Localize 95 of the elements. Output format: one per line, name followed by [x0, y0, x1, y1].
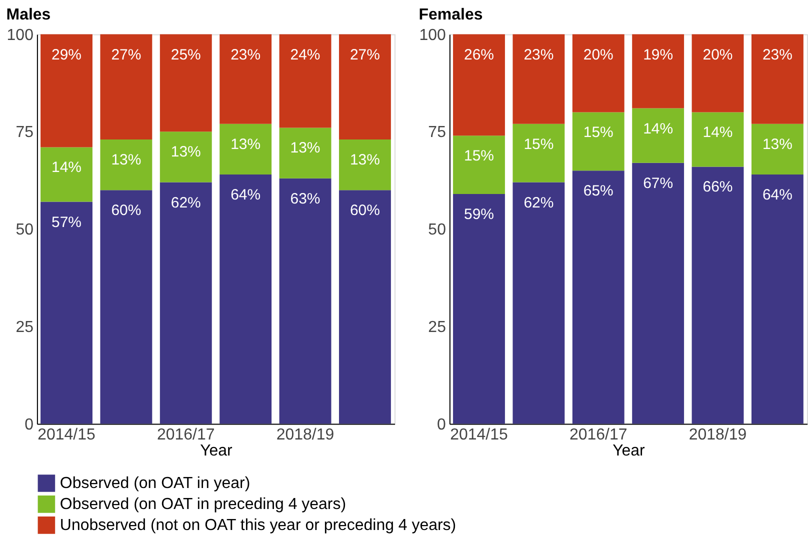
data-label: 63% [290, 190, 320, 208]
bar [220, 124, 272, 175]
y-tick-label: 100 [6, 26, 34, 44]
bar [100, 190, 152, 424]
data-label: 13% [350, 151, 380, 168]
bar [512, 34, 565, 124]
data-label: 62% [524, 194, 554, 212]
bar [632, 108, 684, 163]
data-label: 59% [464, 206, 494, 223]
data-label: 27% [350, 46, 380, 64]
bar [751, 34, 804, 124]
bar [220, 174, 272, 424]
bar [453, 34, 505, 136]
bar [632, 162, 684, 424]
bar [338, 34, 391, 140]
x-tick-label: 2014/15 [450, 426, 508, 444]
data-label: 20% [583, 46, 614, 64]
y-tick-label: 25 [428, 318, 446, 336]
data-label: 14% [702, 124, 733, 142]
x-tick-label: 2014/15 [38, 426, 96, 444]
y-tick-label: 25 [16, 318, 34, 336]
data-label: 26% [464, 46, 494, 64]
bar [100, 34, 152, 140]
bar [692, 34, 744, 112]
data-label: 24% [290, 46, 320, 64]
y-tick-label: 75 [16, 124, 34, 142]
data-label: 13% [111, 151, 142, 168]
data-label: 14% [643, 120, 674, 138]
bar [40, 202, 92, 424]
data-label: 57% [52, 214, 82, 231]
data-label: 25% [170, 46, 201, 64]
bar [279, 34, 332, 128]
x-tick-label: 2016/17 [157, 426, 215, 444]
data-label: 13% [290, 140, 320, 157]
x-tick-label: 2018/19 [276, 426, 334, 444]
data-label: 19% [643, 46, 674, 64]
data-label: 60% [111, 202, 142, 220]
bar [453, 194, 505, 424]
data-label: 13% [170, 144, 201, 161]
data-label: 13% [230, 136, 261, 153]
bar [40, 34, 92, 148]
bar [572, 170, 624, 424]
data-label: 27% [111, 46, 142, 64]
x-axis-title: Year [200, 442, 234, 460]
bar [160, 132, 212, 182]
bar [160, 34, 212, 132]
data-label: 23% [524, 46, 554, 64]
bar [692, 166, 744, 424]
bar [40, 147, 92, 202]
bar [279, 128, 332, 178]
data-label: 20% [702, 46, 733, 64]
legend-label: Observed (on OAT in preceding 4 years) [60, 496, 346, 514]
data-label: 62% [170, 194, 201, 212]
x-axis-title: Year [612, 442, 646, 460]
data-label: 64% [762, 186, 792, 204]
bar [338, 190, 391, 424]
bar [338, 139, 391, 190]
legend-label: Observed (on OAT in year) [60, 475, 250, 492]
chart-title: Females [418, 6, 483, 24]
y-tick-label: 50 [428, 222, 446, 239]
bar [512, 124, 565, 182]
bar [453, 136, 505, 194]
y-tick-label: 100 [419, 26, 446, 44]
bar [751, 174, 804, 424]
x-tick-label: 2018/19 [688, 426, 747, 444]
y-tick-label: 50 [16, 222, 34, 239]
bar [572, 34, 624, 112]
bar [220, 34, 272, 124]
data-label: 15% [524, 136, 554, 153]
chart-title: Males [6, 6, 51, 24]
bar [572, 112, 624, 171]
bar [692, 112, 744, 167]
data-label: 64% [230, 186, 261, 204]
data-label: 15% [464, 148, 494, 165]
legend-label: Unobserved (not on OAT this year or preceding 4 years) [60, 517, 456, 534]
x-tick-label: 2016/17 [570, 426, 628, 444]
y-tick-label: 0 [24, 416, 34, 434]
bar [279, 178, 332, 424]
data-label: 23% [762, 46, 792, 64]
y-tick-label: 75 [428, 124, 446, 142]
bar [100, 139, 152, 190]
data-label: 67% [643, 174, 674, 192]
data-label: 23% [230, 46, 261, 64]
data-label: 15% [583, 124, 614, 142]
y-tick-label: 0 [437, 416, 446, 434]
data-label: 60% [350, 202, 380, 220]
data-label: 13% [762, 136, 792, 153]
bar [160, 182, 212, 424]
bar [751, 124, 804, 175]
data-label: 65% [583, 182, 614, 200]
data-label: 14% [52, 159, 82, 176]
bar [632, 34, 684, 108]
data-label: 29% [52, 46, 82, 64]
data-label: 66% [702, 178, 733, 196]
bar [512, 182, 565, 424]
